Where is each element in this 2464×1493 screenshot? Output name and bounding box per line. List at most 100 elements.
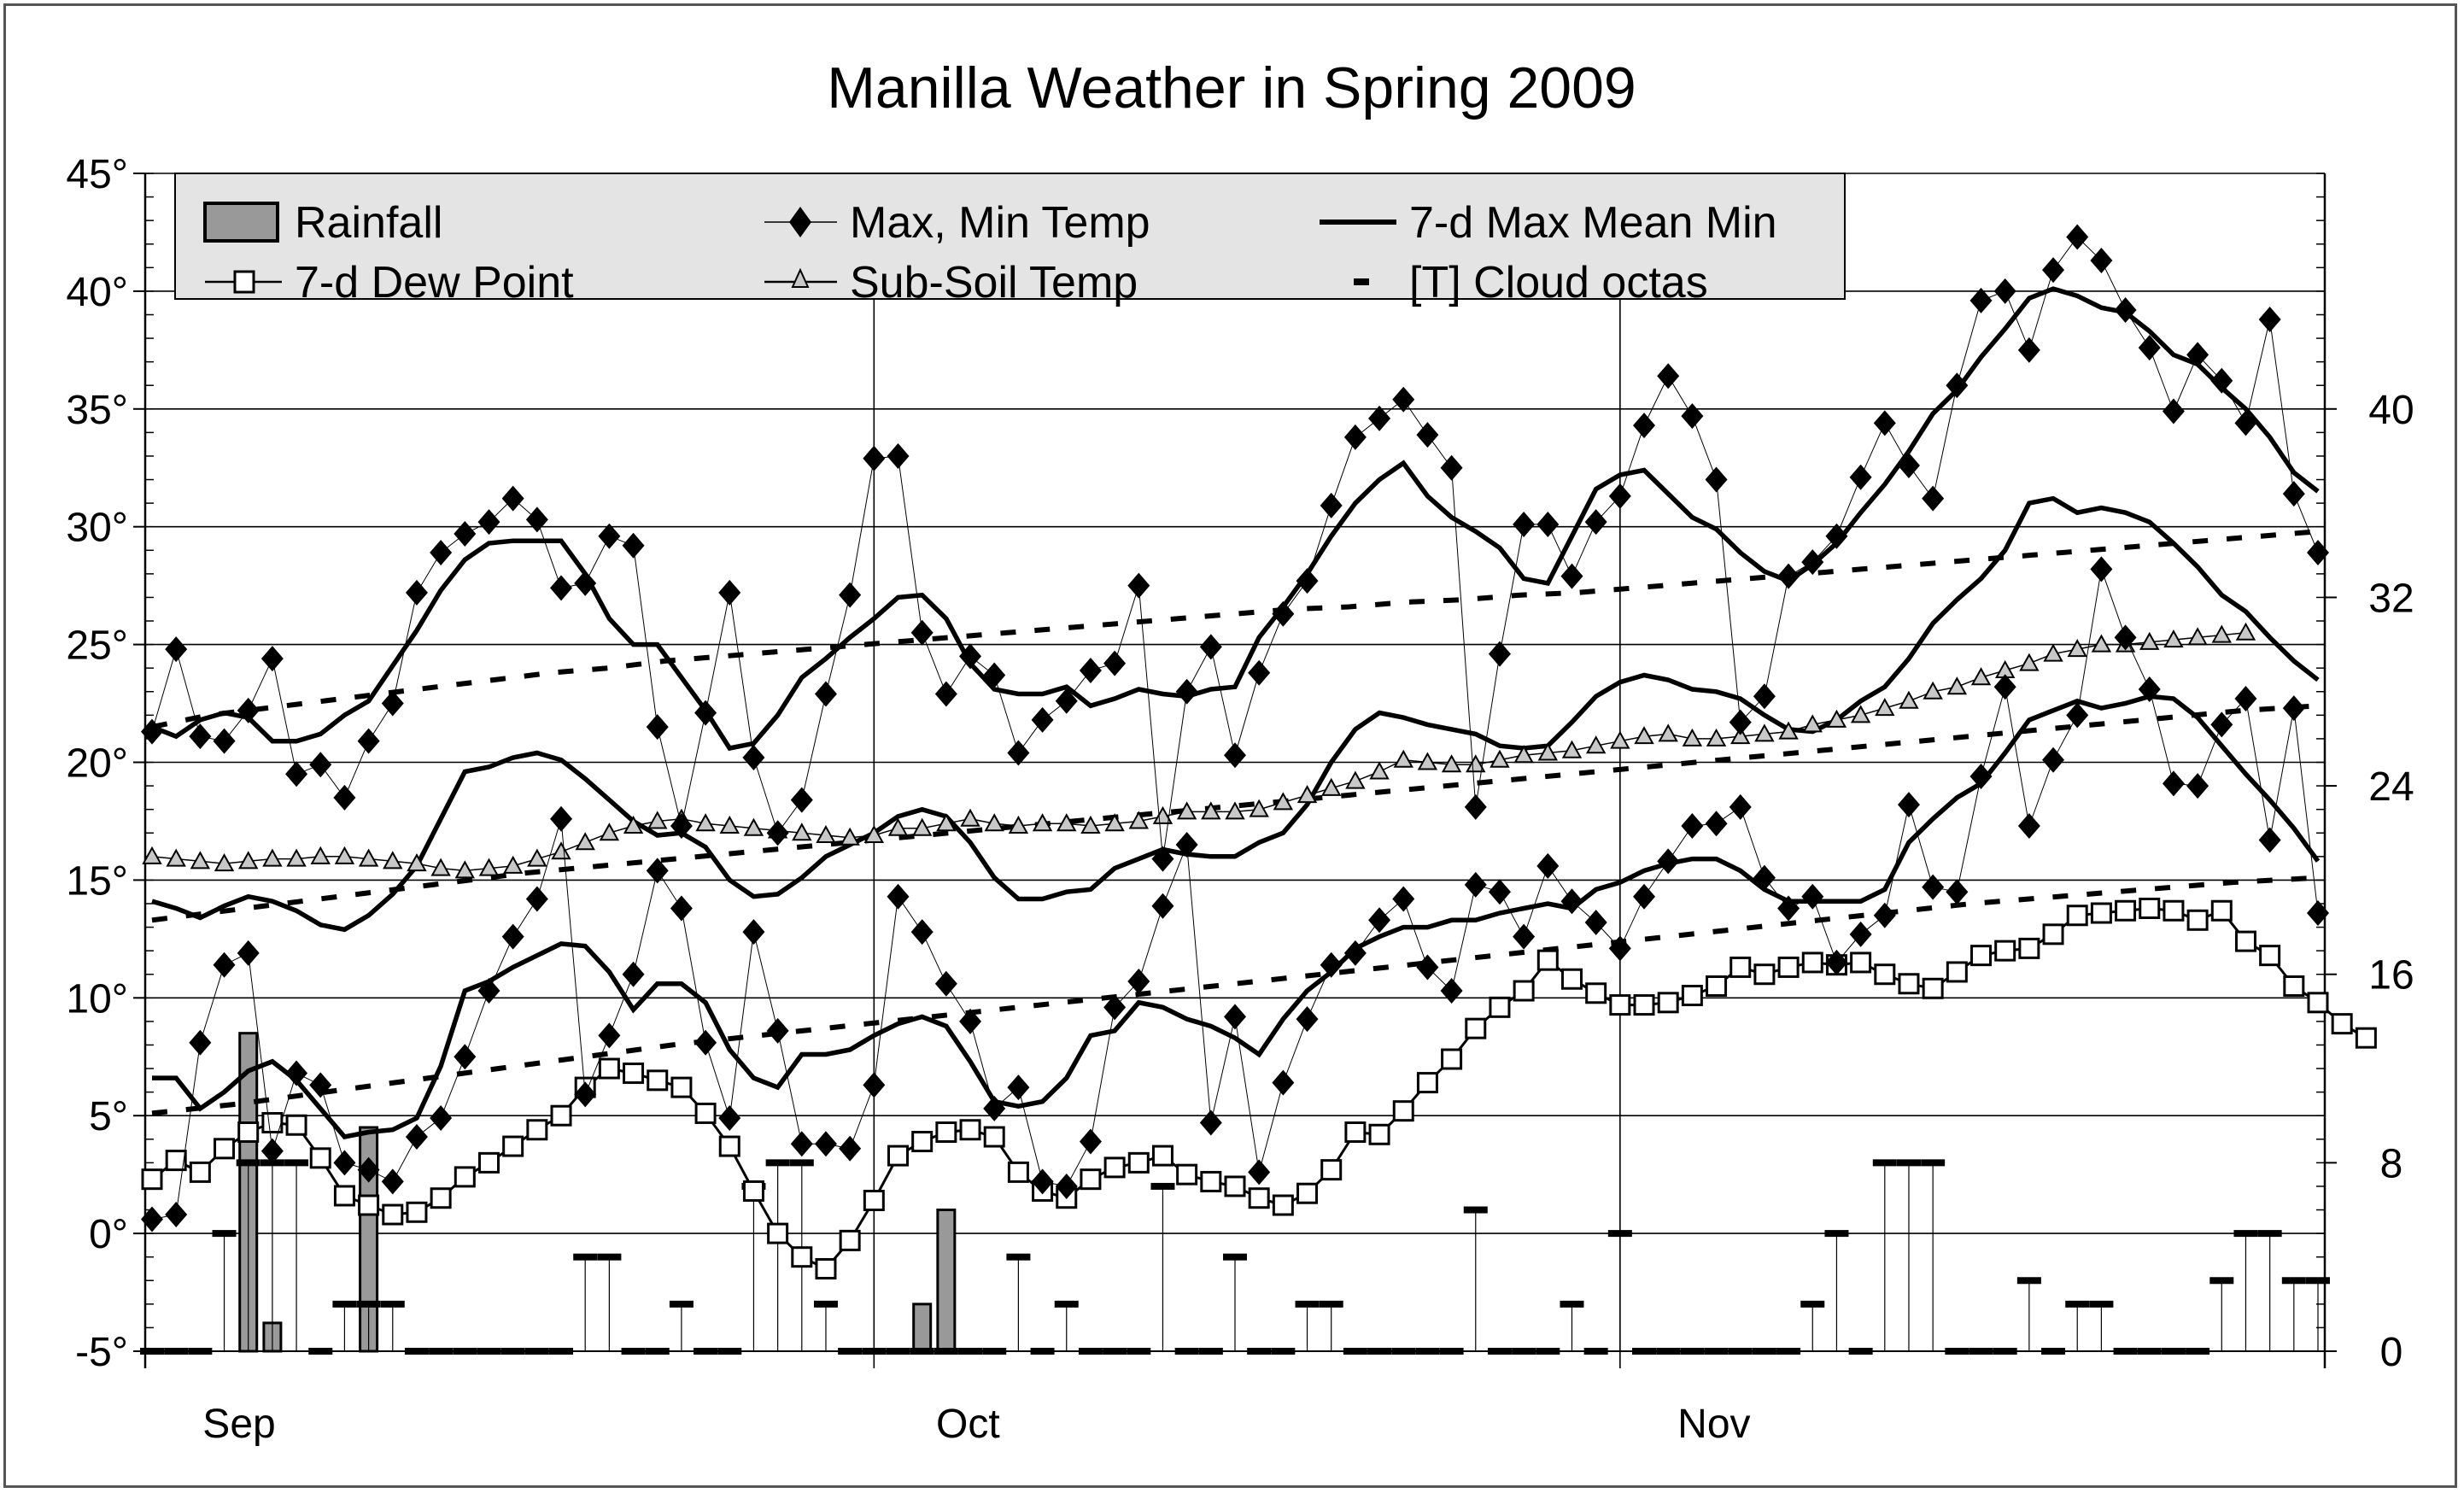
max-temp-marker bbox=[646, 714, 669, 741]
dewpoint-marker bbox=[309, 1147, 331, 1169]
subsoil-marker bbox=[2067, 639, 2087, 658]
max-temp-marker bbox=[1248, 659, 1271, 686]
series-layer bbox=[141, 224, 2377, 1279]
cloud-octa-mark bbox=[765, 1159, 790, 1167]
subsoil-marker bbox=[1875, 698, 1895, 717]
legend-item-rainfall: Rainfall bbox=[203, 198, 442, 248]
cloud-octa-mark bbox=[356, 1300, 381, 1308]
dewpoint-marker bbox=[1706, 975, 1728, 998]
cloud-octa-mark bbox=[453, 1348, 477, 1355]
cloud-octa-mark bbox=[1223, 1253, 1247, 1261]
min-temp-marker bbox=[1488, 879, 1511, 905]
min-temp-marker bbox=[863, 1072, 886, 1098]
max-temp-marker bbox=[910, 619, 934, 646]
min-temp-marker bbox=[1897, 792, 1920, 818]
min-temp-marker bbox=[1849, 921, 1872, 947]
min-temp-marker bbox=[2210, 711, 2233, 738]
subsoil-marker bbox=[2091, 634, 2112, 653]
max-temp-marker bbox=[2017, 337, 2040, 363]
dewpoint-marker bbox=[1344, 1121, 1367, 1144]
seven-day-line bbox=[150, 286, 2320, 752]
max-temp-marker bbox=[742, 744, 765, 770]
cloud-octa-mark bbox=[2281, 1277, 2306, 1285]
dewpoint-marker bbox=[1007, 1161, 1029, 1183]
rainfall-bars bbox=[238, 1032, 957, 1353]
max-temp-marker bbox=[1513, 511, 1536, 537]
cloud-octa-mark bbox=[789, 1159, 814, 1167]
max-temp-marker bbox=[1416, 422, 1439, 448]
max-temp-marker bbox=[1777, 563, 1800, 589]
min-temp-marker bbox=[430, 1104, 453, 1131]
subsoil-marker bbox=[214, 853, 235, 872]
max-temp-marker bbox=[598, 523, 621, 549]
y-tick-label: 10° bbox=[66, 976, 128, 1022]
min-temp-marker bbox=[814, 1131, 837, 1157]
max-temp-marker bbox=[285, 761, 308, 787]
subsoil-marker bbox=[1778, 721, 1799, 740]
max-temp-marker bbox=[1969, 287, 1993, 313]
subsoil-marker bbox=[1032, 813, 1053, 832]
dewpoint-marker bbox=[839, 1229, 861, 1251]
dewpoint-marker bbox=[1176, 1163, 1198, 1186]
cloud-octa-mark bbox=[1969, 1348, 1993, 1355]
cloud-octa-mark bbox=[1776, 1348, 1801, 1355]
min-temp-marker bbox=[1224, 1004, 1246, 1030]
x-tick-label: Nov bbox=[1677, 1402, 1750, 1447]
min-temp-marker bbox=[260, 1138, 284, 1164]
dewpoint-marker bbox=[1151, 1145, 1173, 1167]
max-temp-marker bbox=[405, 579, 428, 606]
max-temp-marker bbox=[477, 509, 500, 536]
min-temp-marker bbox=[574, 1081, 597, 1108]
dewpoint-marker bbox=[430, 1187, 452, 1209]
cloud-octa-mark bbox=[1993, 1348, 2017, 1355]
cloud-octa-mark bbox=[717, 1348, 742, 1355]
subsoil-marker bbox=[1152, 805, 1173, 824]
min-temp-marker bbox=[1464, 871, 1487, 898]
max-temp-marker bbox=[1296, 568, 1319, 594]
max-temp-marker bbox=[2210, 367, 2233, 394]
legend-item-cloud: [T] Cloud octas bbox=[1354, 258, 1708, 307]
y-tick-label: 20° bbox=[66, 741, 128, 787]
min-temp-marker bbox=[646, 858, 669, 884]
max-temp-marker bbox=[1801, 549, 1824, 576]
min-temp-marker bbox=[790, 1131, 813, 1157]
dewpoint-marker bbox=[358, 1194, 380, 1216]
min-temp-marker bbox=[381, 1168, 404, 1195]
cloud-octa-mark bbox=[1150, 1182, 1175, 1190]
subsoil-marker bbox=[430, 858, 451, 876]
dewpoint-marker bbox=[2355, 1027, 2377, 1049]
max-temp-marker bbox=[2138, 335, 2161, 361]
cloud-octa-mark bbox=[1512, 1348, 1536, 1355]
subsoil-marker bbox=[840, 827, 860, 846]
min-temp-marker bbox=[1199, 1110, 1222, 1136]
subsoil-marker bbox=[1730, 726, 1751, 745]
min-temp-marker bbox=[1343, 940, 1367, 966]
cloud-octa-mark bbox=[332, 1300, 357, 1308]
dewpoint-marker bbox=[1633, 994, 1655, 1016]
max-temp-marker bbox=[1440, 454, 1463, 481]
dewpoint-marker bbox=[1368, 1123, 1390, 1145]
min-temp-marker bbox=[2282, 695, 2305, 722]
max-temp-marker bbox=[1560, 563, 1583, 589]
cloud-octa-mark bbox=[982, 1348, 1007, 1355]
dewpoint-marker bbox=[1609, 994, 1631, 1016]
dewpoint-marker bbox=[1296, 1182, 1319, 1204]
min-temp-marker bbox=[1633, 883, 1656, 910]
subsoil-marker bbox=[719, 815, 740, 834]
dewpoint-marker bbox=[2139, 897, 2161, 919]
min-temp-marker bbox=[2307, 900, 2329, 927]
cloud-octa-mark bbox=[1800, 1300, 1825, 1308]
y-tick-label: 30° bbox=[66, 506, 128, 551]
subsoil-marker bbox=[623, 815, 644, 834]
y-tick-label: 35° bbox=[66, 388, 128, 433]
cloud-octa-mark bbox=[813, 1300, 838, 1308]
cloud-octa-mark bbox=[1872, 1159, 1897, 1167]
max-temp-marker bbox=[814, 681, 837, 707]
dewpoint-marker bbox=[791, 1246, 813, 1268]
max-temp-marker bbox=[2186, 342, 2209, 368]
cloud-octa-mark bbox=[1487, 1348, 1512, 1355]
subsoil-marker bbox=[478, 858, 500, 876]
dewpoint-marker bbox=[2163, 899, 2185, 922]
cloud-octa-mark bbox=[1271, 1348, 1296, 1355]
cloud-octa-mark bbox=[284, 1159, 309, 1167]
